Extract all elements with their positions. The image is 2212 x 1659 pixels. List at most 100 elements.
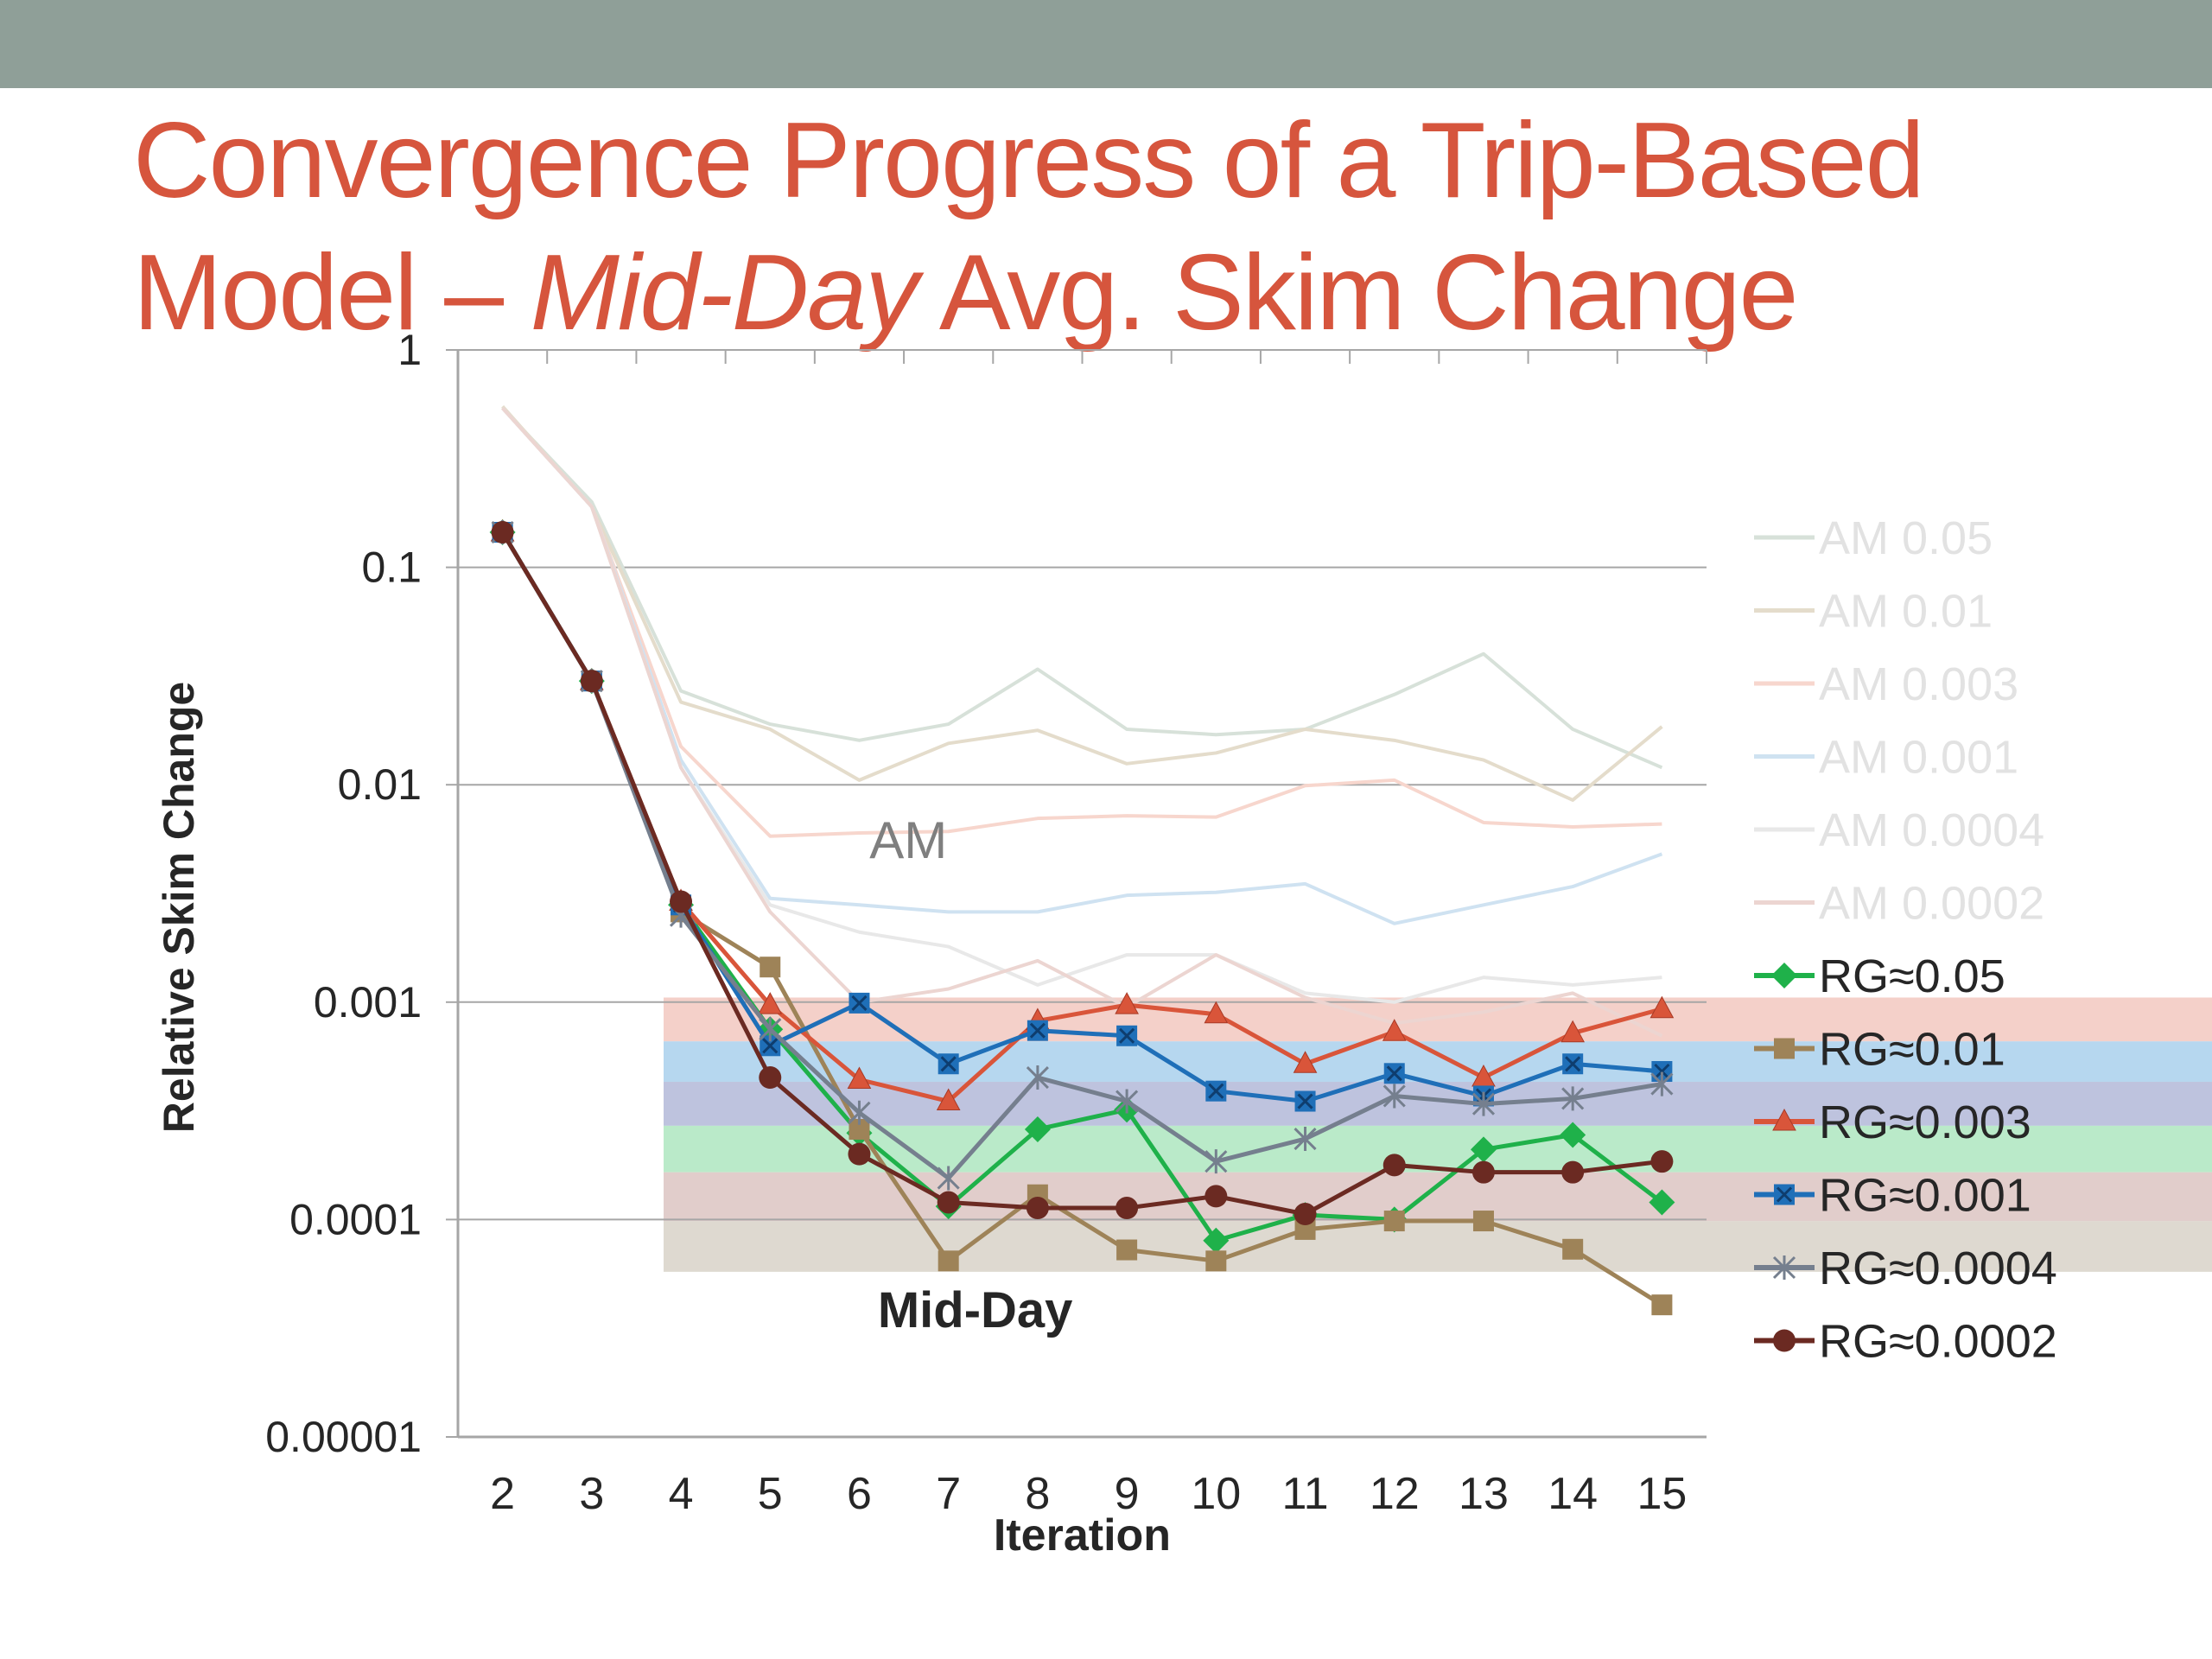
- series-line-1: [501, 404, 1663, 802]
- legend-marker-6: [1771, 963, 1797, 988]
- series-9-point-8: [1205, 1080, 1227, 1102]
- series-10-point-7: [1116, 1089, 1139, 1114]
- y-tick-label-5: 0.00001: [265, 1413, 422, 1461]
- legend-label-3: AM 0.001: [1819, 732, 2018, 784]
- series-7-point-12: [1562, 1238, 1584, 1260]
- series-10-point-10: [1382, 1084, 1406, 1109]
- series-6-point-11: [1470, 1136, 1497, 1163]
- legend-label-5: AM 0.0002: [1819, 878, 2044, 930]
- x-tick-label-7: 9: [1115, 1469, 1140, 1519]
- series-line-3: [501, 406, 1663, 925]
- series-9-point-4: [849, 992, 870, 1014]
- series-9-point-5: [938, 1053, 959, 1075]
- series-7-point-13: [1651, 1294, 1673, 1316]
- legend-item-7: RG≈0.01: [1754, 1024, 2005, 1076]
- x-tick-label-6: 8: [1025, 1469, 1050, 1519]
- series-8-point-4: [847, 1066, 872, 1090]
- legend: AM 0.05 AM 0.01 AM 0.003 AM 0.001 AM 0.0004 A…: [1754, 512, 2057, 1368]
- x-tick-label-13: 15: [1637, 1469, 1687, 1519]
- legend-item-0: AM 0.05: [1754, 512, 1993, 564]
- title-line-2-italic: Mid-Day: [530, 233, 919, 353]
- series-8-point-7: [1115, 992, 1139, 1014]
- series-7-point-8: [1205, 1250, 1227, 1272]
- series-11-point-2: [670, 890, 693, 913]
- legend-item-3: AM 0.001: [1754, 732, 2018, 784]
- legend-marker-8: [1772, 1108, 1796, 1131]
- series-10-point-8: [1205, 1149, 1228, 1174]
- annotation-1: Mid-Day: [878, 1282, 1073, 1338]
- series-11-point-6: [1026, 1197, 1049, 1220]
- legend-item-10: RG≈0.0004: [1754, 1243, 2057, 1294]
- legend-label-11: RG≈0.0002: [1819, 1316, 2057, 1368]
- x-tick-label-1: 3: [579, 1469, 604, 1519]
- x-tick-label-9: 11: [1282, 1469, 1329, 1519]
- legend-marker-10: [1772, 1255, 1796, 1280]
- tolerance-band-2: [664, 1082, 2212, 1126]
- tolerance-band-5: [664, 1221, 2212, 1272]
- legend-label-10: RG≈0.0004: [1819, 1243, 2057, 1294]
- legend-label-1: AM 0.01: [1819, 586, 1993, 638]
- series-11-point-9: [1294, 1203, 1317, 1226]
- series-11: [491, 520, 1674, 1226]
- series-9-point-9: [1294, 1090, 1316, 1112]
- series-10-point-4: [848, 1100, 871, 1125]
- x-tick-label-5: 7: [936, 1469, 961, 1519]
- legend-marker-11: [1773, 1329, 1796, 1352]
- x-tick-label-12: 14: [1548, 1469, 1598, 1519]
- tolerance-band-4: [664, 1172, 2212, 1222]
- gridlines: [458, 566, 1707, 1221]
- series-line-0: [501, 406, 1663, 770]
- series-10-point-6: [1026, 1065, 1049, 1090]
- legend-item-5: AM 0.0002: [1754, 878, 2044, 930]
- legend-label-2: AM 0.003: [1819, 658, 2018, 710]
- series-7-point-11: [1472, 1211, 1494, 1232]
- series-8-point-3: [758, 992, 783, 1014]
- series-line-11: [500, 531, 1662, 1217]
- series-6-point-6: [1024, 1116, 1051, 1142]
- legend-label-7: RG≈0.01: [1819, 1024, 2005, 1076]
- series-11-point-10: [1382, 1154, 1406, 1177]
- series-7-point-3: [760, 957, 781, 978]
- x-axis-title: Iteration: [994, 1510, 1171, 1560]
- series-8-point-8: [1204, 1001, 1229, 1024]
- axes: 1 0.1 0.01 0.001 0.0001 0.00001 2 3 4 5 6 7 8 9 10 11 12…: [155, 326, 1707, 1560]
- series-10-point-13: [1650, 1071, 1674, 1096]
- series-9-point-7: [1116, 1025, 1138, 1046]
- series-10-point-9: [1294, 1127, 1317, 1152]
- series-10-point-5: [937, 1166, 960, 1191]
- series-8-point-13: [1649, 995, 1675, 1019]
- series-5: [501, 406, 1663, 1038]
- series-11-point-12: [1561, 1160, 1585, 1184]
- legend-marker-7: [1774, 1038, 1795, 1059]
- legend-label-4: AM 0.0004: [1819, 804, 2044, 856]
- series-1: [501, 404, 1663, 802]
- legend-label-0: AM 0.05: [1819, 512, 1993, 564]
- title-line-2-suffix: Avg. Skim Change: [917, 233, 1799, 353]
- title-line-2-prefix: Model –: [133, 233, 531, 353]
- series-8-point-12: [1560, 1020, 1586, 1043]
- series-lines: [489, 404, 1675, 1316]
- series-10-point-11: [1471, 1091, 1496, 1116]
- legend-item-1: AM 0.01: [1754, 586, 1993, 638]
- series-8-point-9: [1293, 1051, 1318, 1073]
- y-tick-label-4: 0.0001: [289, 1195, 422, 1243]
- series-6-point-8: [1203, 1227, 1230, 1254]
- legend-item-11: RG≈0.0002: [1754, 1316, 2057, 1368]
- annotations: AM Mid-Day: [869, 811, 1072, 1338]
- series-6-point-13: [1649, 1189, 1675, 1216]
- legend-item-8: RG≈0.003: [1754, 1096, 2031, 1148]
- series-10-point-3: [759, 1017, 782, 1042]
- legend-marker-9: [1774, 1184, 1795, 1205]
- series-9-point-6: [1027, 1020, 1048, 1041]
- series-line-5: [501, 406, 1663, 1038]
- x-tick-label-11: 13: [1459, 1469, 1509, 1519]
- series-0: [501, 406, 1663, 770]
- x-tick-label-10: 12: [1370, 1469, 1420, 1519]
- series-11-point-13: [1650, 1150, 1674, 1173]
- series-8-point-10: [1382, 1019, 1407, 1041]
- x-tick-label-8: 10: [1191, 1469, 1241, 1519]
- series-11-point-7: [1116, 1197, 1139, 1220]
- series-7-point-7: [1116, 1239, 1138, 1261]
- y-axis-title: Relative Skim Change: [155, 682, 203, 1133]
